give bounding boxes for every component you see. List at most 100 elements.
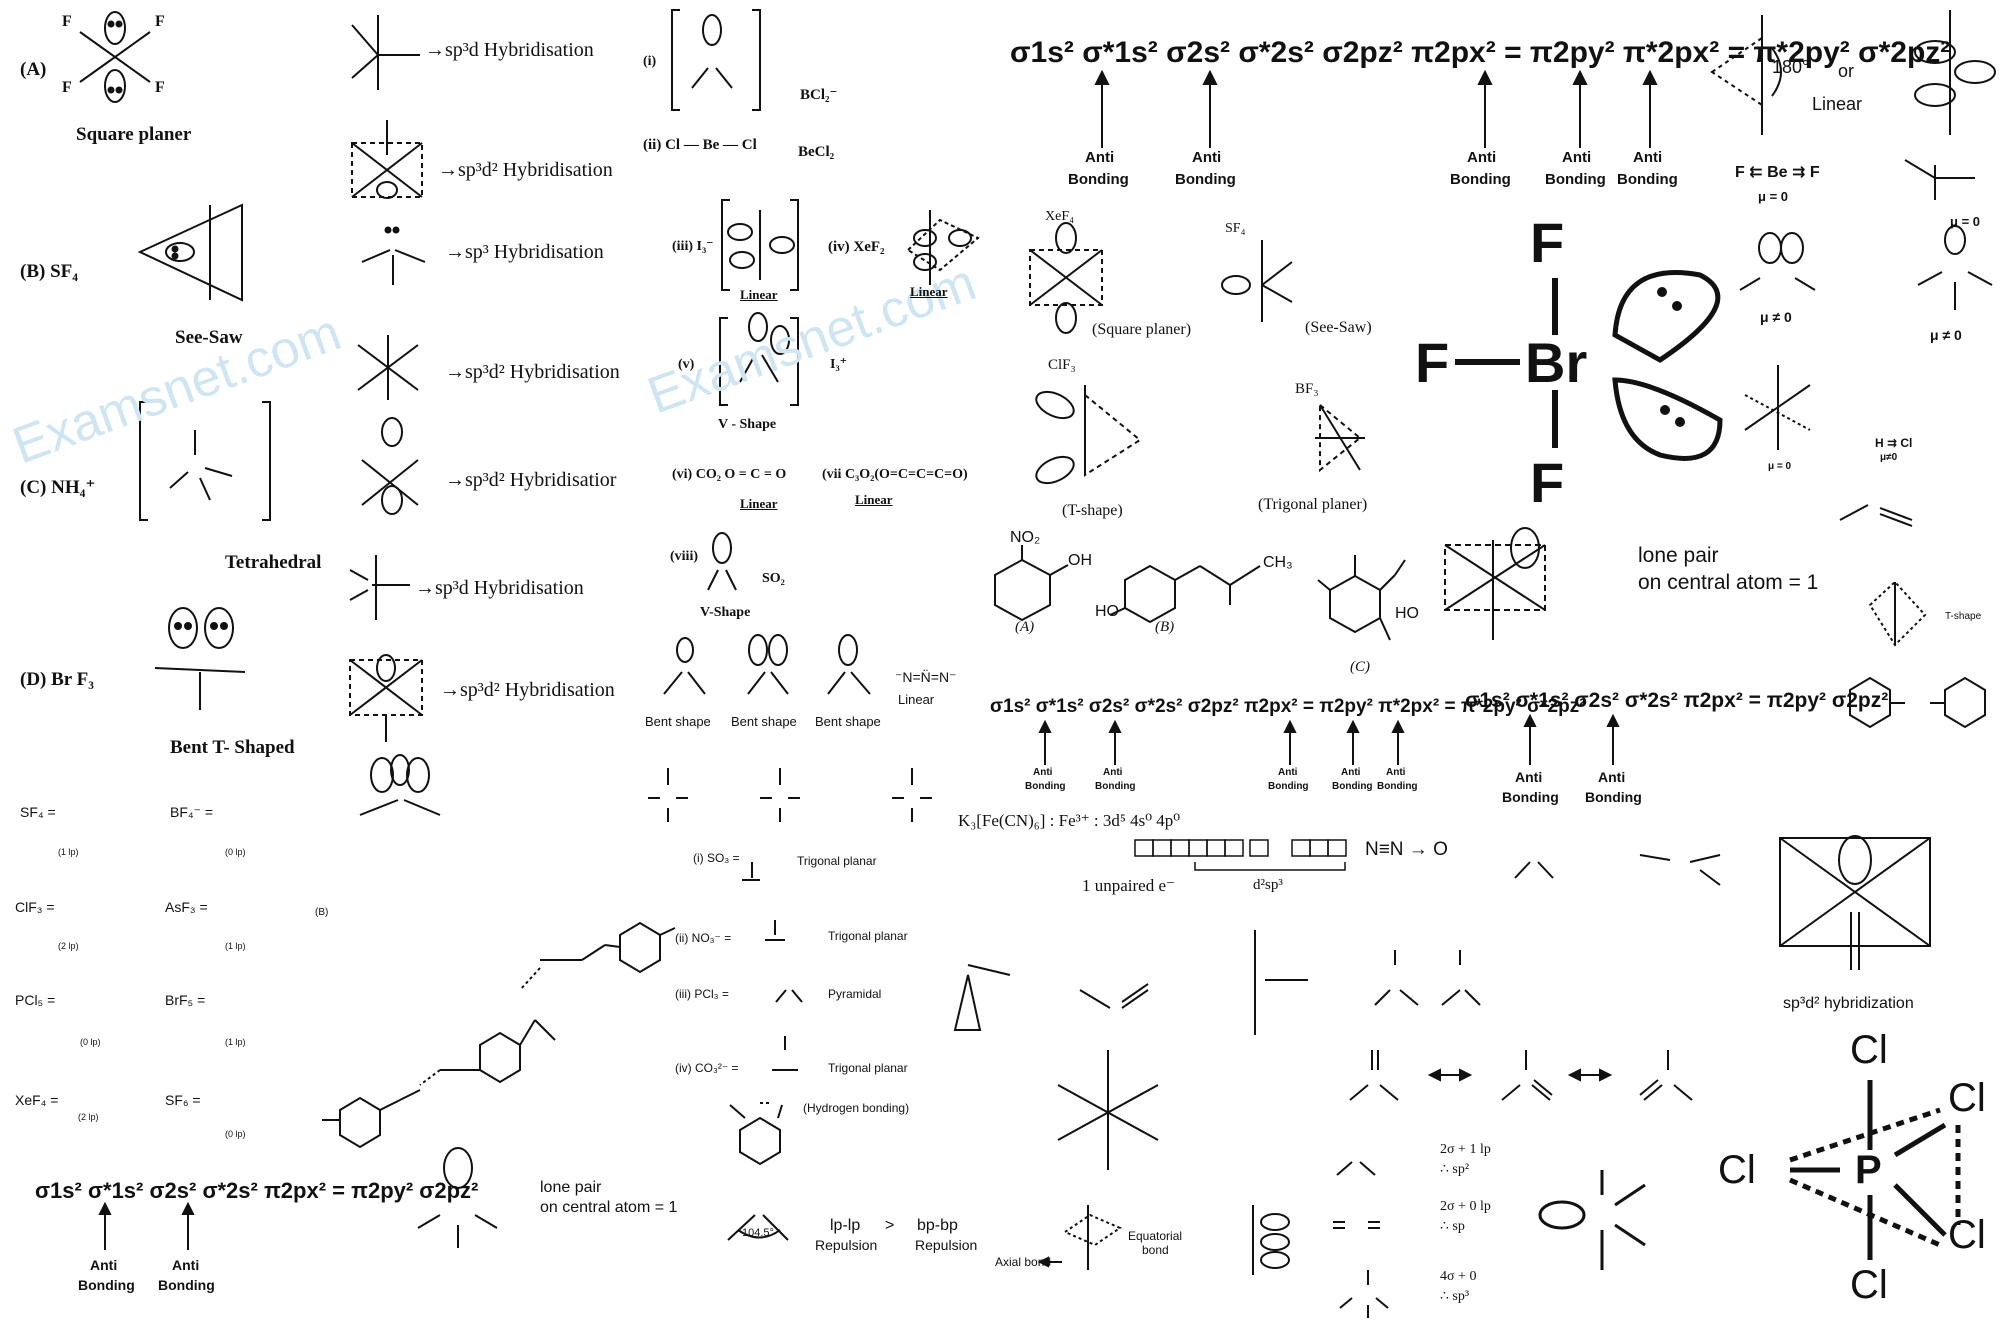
planar-ii-shape: Trigonal planar [828,929,908,943]
bent-shape-1: Bent shape [645,714,711,729]
i3-plus-structure [719,312,799,406]
organic-ho-b: HO [1095,603,1119,620]
small-clf3-lp: (2 lp) [58,941,79,951]
small-asf3: AsF₃ = [165,899,208,915]
mo-mid-bonding-3: Bonding [1268,781,1309,792]
organic-b-structure [1109,564,1261,624]
atom-f: F [62,79,72,96]
pcl5-cl-top: Cl [1850,1028,1888,1072]
lplp-text: lp-lp [830,1217,861,1234]
organic-ch3: CH₃ [1263,554,1293,571]
hybrid-label-4: →sp³d² Hybridisation [445,361,620,383]
fe-orbital-boxes [1134,839,1347,871]
i3-minus-structure [721,199,799,291]
h2o-dipole-structure [1739,232,1816,291]
so2-structure [707,532,737,591]
mo-mid-anti-3: Anti [1278,767,1298,778]
xef4-square-structure [1029,222,1103,334]
mo-top-bonding-2: Bonding [1175,171,1236,188]
mo-top-anti-4: Anti [1562,149,1592,166]
fe-formula: K₃[Fe(CN)₆] : Fe³⁺ : 3d⁵ 4s⁰ 4p⁰ [958,811,1181,830]
mo-mid-anti-2: Anti [1103,767,1123,778]
carbonate-resonance [1349,1050,1693,1101]
clf3-shape: (T-shape) [1062,502,1123,519]
brf5-structure [351,120,423,199]
mo-right-bonding-1: Bonding [1502,789,1559,805]
shape-c: Tetrahedral [225,552,322,573]
planar-i: (i) SO₃ = [693,851,740,865]
ion-iii-label: (iii) I₃⁻ [672,239,714,254]
organic-c-structure [1317,555,1406,641]
scl2-structure [953,964,1011,1031]
small-asf3-lp: (1 lp) [225,941,246,951]
bf3-dipole-structure [1904,159,1975,200]
pcl5-big-structure [1789,1080,1961,1260]
tshape-small [1868,580,1927,647]
atom-f: F [155,13,165,30]
xef5-structure [1444,527,1546,640]
mo-mid-bonding-5: Bonding [1377,781,1418,792]
mo-right-anti-2: Anti [1598,769,1626,785]
small-b: (B) [315,907,329,918]
bht-structure [1849,676,1986,729]
pcl3-structure [361,226,426,285]
ion-v-label: (v) [678,357,695,372]
mo-top-anti-1: Anti [1085,149,1115,166]
mo-right-config: σ1s² σ*1s² σ2s² σ*2s² π2px² = π2py² σ2pz… [1465,689,1889,712]
azide-shape: Linear [898,692,935,707]
oxoanion-structures [742,862,803,1071]
xeo3-structure [417,1147,498,1248]
planar-iv-shape: Trigonal planar [828,1061,908,1075]
axial-bond-label: Axial bond [995,1255,1052,1269]
pcl5-cl-left: Cl [1718,1148,1756,1192]
mo-arrows-right [1523,713,1620,765]
water-angle: 104.5° [742,1227,774,1239]
ion-vi-label: (vi) CO₂ O = C = O [672,467,787,482]
small-sf4-lp: (1 lp) [58,847,79,857]
bf3-shape: (Trigonal planer) [1258,496,1368,513]
sf6-lower [1057,1050,1159,1170]
sf4-lower [1538,1170,1646,1270]
water-structure [727,1214,789,1241]
ion-viii-name: SO₂ [762,571,785,586]
equatorial-bond-label: bond [1142,1243,1169,1257]
clf3-tshape-structure [1035,385,1142,485]
mo-top-bonding-5: Bonding [1617,171,1678,188]
mo-bottom-anti-2: Anti [172,1257,200,1273]
atom-f: F [62,13,72,30]
bent-shape-2: Bent shape [731,714,797,729]
paracetamol-chain [322,921,676,1149]
hyb-count-b2: ∴ sp [1440,1219,1465,1234]
xef4-label: XeF₄ [1045,209,1074,224]
ion-v-shape: V - Shape [718,417,777,432]
mo-top-bonding-3: Bonding [1450,171,1511,188]
ion-iv-shape: Linear [910,284,948,299]
tbp-structure [1037,1205,1123,1270]
planar-i-shape: Trigonal planar [797,854,877,868]
small-xef4: XeF₄ = [15,1092,59,1108]
bpbp-text: bp-bp [917,1217,958,1234]
xef4-structure [79,11,151,103]
mo-mid-bonding-1: Bonding [1025,781,1066,792]
mo-top-config: σ1s² σ*1s² σ2s² σ*2s² σ2pz² π2px² = π2py… [1010,36,1951,69]
mo-mid-config: σ1s² σ*1s² σ2s² σ*2s² σ2pz² π2px² = π2py… [990,696,1586,717]
pf5-structure [351,15,420,90]
ion-i-name: BCl₂⁻ [800,87,838,103]
hybrid-label-1: →sp³d Hybridisation [425,39,594,61]
sf6-structure [357,335,419,400]
linear-text: Linear [1812,94,1863,114]
mo-mid-anti-1: Anti [1033,767,1053,778]
label-b: (B) SF₄ [20,261,78,282]
small-xef4-lp: (2 lp) [78,1112,99,1122]
mo-right-bonding-2: Bonding [1585,789,1642,805]
xeof4-structure [1779,835,1931,970]
mo-top-bonding-1: Bonding [1068,171,1129,188]
pcl5-cl-upper-right: Cl [1948,1076,1986,1120]
organic-a-label: (A) [1015,619,1035,635]
lone-pair-text-2: on central atom = 1 [540,1199,678,1216]
ch4-nh4-bh4-structures [648,768,932,822]
small-brf5-lp: (1 lp) [225,1037,246,1047]
n2o-formula: N≡N → O [1365,839,1448,860]
pcl5-cl-bottom: Cl [1850,1263,1888,1307]
